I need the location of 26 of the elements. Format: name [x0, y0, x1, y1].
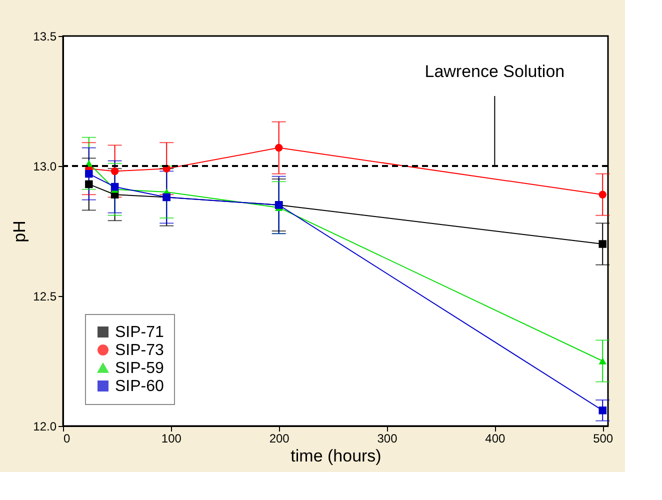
legend-label: SIP-60 [115, 378, 164, 395]
x-tick-label: 400 [485, 432, 506, 446]
annotation: Lawrence Solution [424, 62, 565, 81]
point [274, 144, 283, 152]
y-tick-label: 13.5 [33, 30, 57, 44]
point [598, 240, 606, 248]
point [598, 358, 606, 364]
legend-label: SIP-59 [115, 360, 164, 377]
legend-label: SIP-73 [115, 342, 164, 359]
point [110, 182, 119, 191]
x-axis-title: time (hours) [290, 446, 382, 466]
y-tick-label: 13.0 [33, 160, 57, 174]
y-tick-label: 12.0 [33, 420, 57, 434]
point [598, 406, 606, 414]
x-tick-label: 0 [64, 432, 70, 446]
legend-label: SIP-71 [115, 324, 164, 341]
y-axis-title: pH [10, 220, 30, 242]
point [85, 170, 93, 178]
x-tick-label: 100 [161, 432, 182, 446]
point [598, 190, 606, 198]
y-tick-label: 12.5 [33, 290, 57, 304]
point [85, 180, 93, 188]
point [110, 167, 119, 176]
x-tick-label: 300 [377, 432, 398, 446]
x-tick-label: 200 [269, 432, 290, 446]
x-tick-label: 500 [593, 432, 614, 446]
